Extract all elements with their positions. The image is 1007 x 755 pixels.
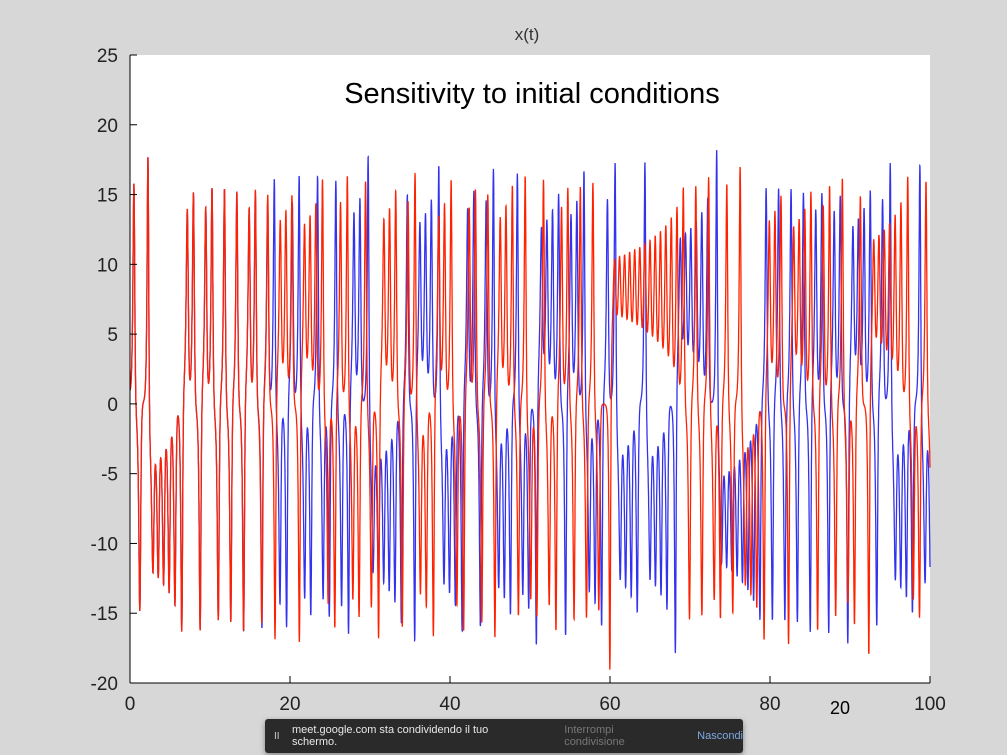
y-tick-label: -10 — [91, 534, 118, 555]
y-tick-label: 25 — [97, 46, 118, 67]
x-tick-label: 0 — [125, 694, 136, 715]
share-message: meet.google.com sta condividendo il tuo … — [291, 724, 489, 748]
y-tick-label: -20 — [91, 674, 118, 695]
y-tick-label: 10 — [97, 255, 118, 276]
y-tick-label: 15 — [97, 186, 118, 207]
x-tick-label: 60 — [599, 694, 620, 715]
hide-button[interactable]: Nascondi — [697, 730, 743, 742]
series-line-red — [129, 157, 931, 670]
y-tick-label: 20 — [97, 116, 118, 137]
screen-share-bar: II meet.google.com sta condividendo il t… — [265, 719, 743, 753]
pause-icon[interactable]: II — [274, 730, 280, 742]
stray-label: 20 — [830, 698, 850, 718]
x-tick-label: 40 — [439, 694, 460, 715]
y-tick-label: -5 — [101, 465, 118, 486]
x-tick-label: 20 — [279, 694, 300, 715]
y-tick-label: 5 — [107, 325, 118, 346]
chart-title: Sensitivity to initial conditions — [344, 78, 720, 110]
y-tick-label: -15 — [91, 604, 118, 625]
x-tick-label: 100 — [914, 694, 946, 715]
y-tick-label: 0 — [107, 395, 118, 416]
stop-sharing-button[interactable]: Interrompi condivisione — [564, 724, 625, 748]
x-tick-label: 80 — [759, 694, 780, 715]
figure-label: x(t) — [515, 25, 540, 44]
